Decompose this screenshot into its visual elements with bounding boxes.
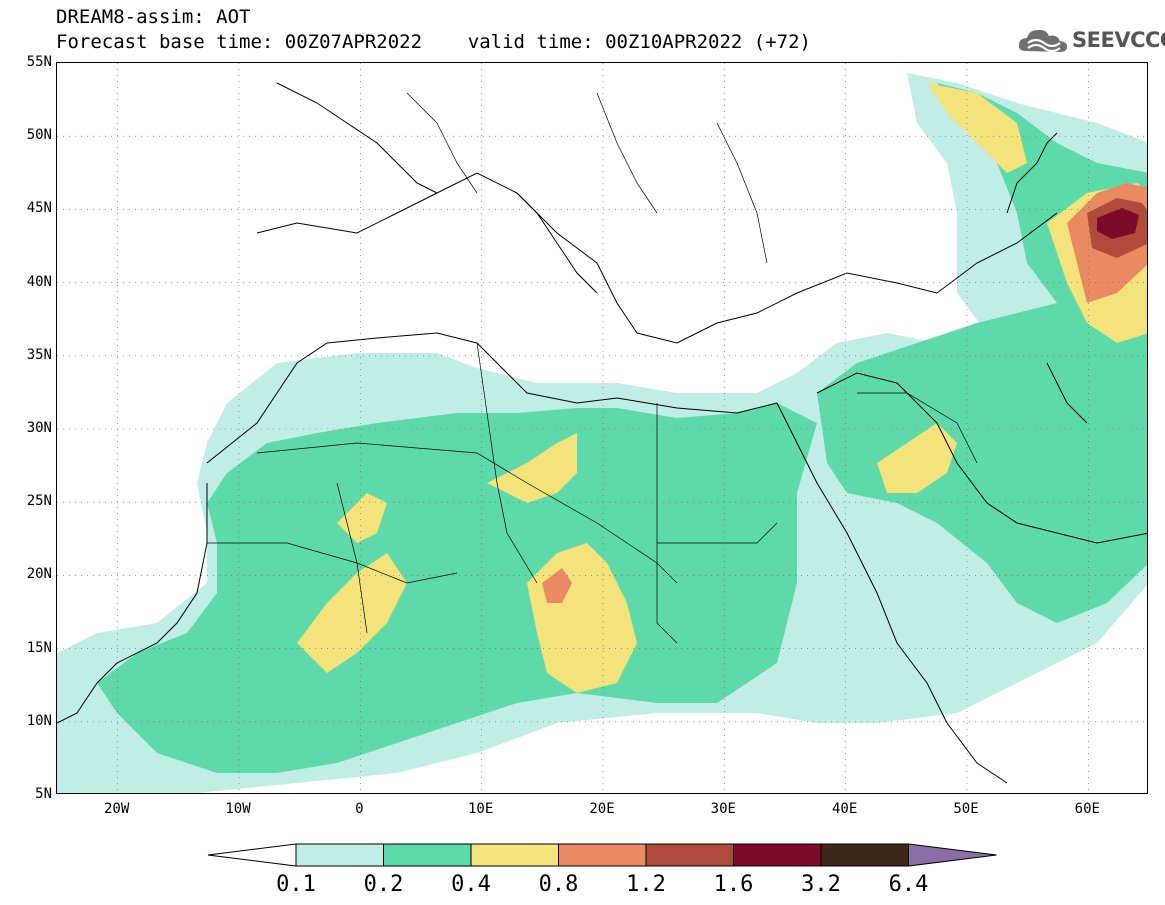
lon-tick-label: 10E bbox=[468, 801, 494, 817]
lat-tick-label: 15N bbox=[26, 639, 52, 656]
colorbar-level-label: 1.2 bbox=[626, 872, 666, 897]
lat-tick-label: 10N bbox=[26, 712, 52, 729]
colorbar-segment bbox=[820, 843, 909, 867]
aot-map bbox=[56, 62, 1148, 794]
lat-tick-label: 50N bbox=[26, 127, 52, 144]
colorbar-segment bbox=[470, 843, 559, 867]
forecast-time-line: Forecast base time: 00Z07APR2022 valid t… bbox=[56, 31, 811, 53]
logo-text: SEEVCCC bbox=[1072, 28, 1165, 52]
colorbar-segment bbox=[295, 843, 384, 867]
lon-tick-label: 50E bbox=[953, 801, 979, 817]
map-title: DREAM8-assim: AOT bbox=[56, 6, 251, 28]
lon-tick-label: 0 bbox=[355, 801, 364, 817]
colorbar-level-label: 0.8 bbox=[538, 872, 579, 897]
lon-tick-label: 60E bbox=[1074, 801, 1100, 817]
lon-tick-label: 40E bbox=[832, 801, 858, 817]
lon-tick-label: 10W bbox=[225, 801, 251, 817]
aot-band-1.6 bbox=[1097, 208, 1139, 239]
lon-tick-label: 20E bbox=[589, 801, 615, 817]
lat-tick-label: 35N bbox=[26, 346, 52, 363]
lat-tick-label: 40N bbox=[26, 273, 52, 290]
lat-tick-label: 55N bbox=[26, 54, 52, 70]
colorbar-level-label: 0.1 bbox=[276, 872, 316, 897]
colorbar-segment bbox=[733, 843, 822, 867]
aot-band-0.2 bbox=[97, 83, 1147, 773]
lon-gridlines bbox=[117, 63, 1089, 793]
colorbar-high-arrow bbox=[908, 843, 997, 867]
lat-tick-label: 20N bbox=[26, 566, 52, 583]
lon-tick-label: 30E bbox=[710, 801, 736, 817]
colorbar-level-label: 1.6 bbox=[713, 872, 754, 897]
borders bbox=[207, 92, 978, 644]
colorbar-level-label: 3.2 bbox=[801, 872, 841, 897]
colorbar-level-label: 0.2 bbox=[363, 872, 404, 897]
colorbar-low-arrow bbox=[207, 843, 297, 867]
lat-tick-label: 5N bbox=[35, 786, 52, 802]
colorbar-segment bbox=[558, 843, 647, 867]
colorbar-level-label: 0.4 bbox=[451, 872, 491, 897]
lat-tick-label: 30N bbox=[26, 420, 52, 436]
cloud-logo-icon bbox=[1018, 29, 1068, 53]
map-canvas bbox=[57, 63, 1147, 793]
colorbar-level-label: 6.4 bbox=[888, 872, 929, 897]
coastlines bbox=[57, 82, 1147, 784]
lat-tick-label: 25N bbox=[26, 493, 52, 510]
colorbar-segment bbox=[383, 843, 472, 867]
colorbar-segment bbox=[645, 843, 734, 867]
lon-tick-label: 20W bbox=[104, 801, 130, 817]
seevccc-logo: SEEVCCC bbox=[1016, 23, 1165, 57]
lat-tick-label: 45N bbox=[26, 200, 52, 217]
